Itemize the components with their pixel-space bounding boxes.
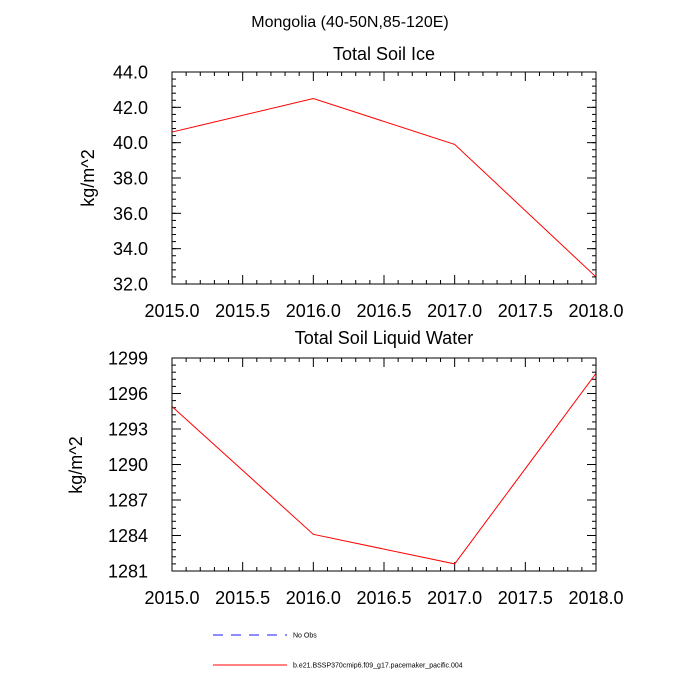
x-tick-label: 2016.0 [286,301,341,321]
x-tick-label: 2015.0 [144,588,199,608]
plot-frame-soil-liquid-water [171,357,597,572]
y-tick-label: 42.0 [113,98,148,118]
y-tick-label: 38.0 [113,169,148,189]
x-tick-label: 2016.5 [356,301,411,321]
series-line [171,373,597,565]
y-tick-label: 1287 [108,491,148,511]
x-tick-label: 2017.0 [427,588,482,608]
y-tick-label: 34.0 [113,239,148,259]
x-tick-label: 2017.5 [498,588,553,608]
legend: No Obs b.e21.BSSP370cmip6.f09_g17.pacema… [213,633,463,670]
y-tick-labels: 32.0 34.0 36.0 38.0 40.0 42.0 44.0 [113,63,148,295]
x-tick-label: 2016.5 [356,588,411,608]
panel-total-soil-liquid-water: Total Soil Liquid Water kg/m^2 2015.0 201… [66,328,624,608]
y-axis-label-soil-ice: kg/m^2 [78,149,98,206]
y-tick-label: 1284 [108,526,148,546]
plot-frame-soil-ice [171,71,597,285]
legend-label-no-obs: No Obs [293,633,317,640]
x-tick-labels: 2015.0 2015.5 2016.0 2016.5 2017.0 2017.5 2018… [144,588,623,608]
y-tick-label: 1299 [108,349,148,369]
x-tick-label: 2018.0 [568,588,623,608]
panel-title-soil-ice: Total Soil Ice [333,44,435,64]
y-tick-labels: 1281 1284 1287 1290 1293 1296 1299 [108,349,148,582]
x-tick-label: 2015.0 [144,301,199,321]
x-tick-label: 2017.0 [427,301,482,321]
y-tick-label: 1296 [108,384,148,404]
legend-label-model: b.e21.BSSP370cmip6.f09_g17.pacemaker_pac… [293,663,463,670]
series-line [171,97,597,278]
y-tick-label: 36.0 [113,204,148,224]
series-lines [171,97,597,278]
x-tick-labels: 2015.0 2015.5 2016.0 2016.5 2017.0 2017.5 2018… [144,301,623,321]
y-axis-label-soil-liquid-water: kg/m^2 [66,436,86,493]
tick-marks [171,357,597,572]
x-tick-label: 2016.0 [286,588,341,608]
tick-marks [171,71,597,285]
x-tick-label: 2015.5 [215,301,270,321]
y-tick-label: 1290 [108,455,148,475]
y-tick-label: 40.0 [113,133,148,153]
series-lines [171,373,597,565]
figure-suptitle: Mongolia (40-50N,85-120E) [251,14,448,31]
y-tick-label: 1293 [108,420,148,440]
x-tick-label: 2017.5 [498,301,553,321]
x-tick-label: 2015.5 [215,588,270,608]
y-tick-label: 32.0 [113,275,148,295]
panel-title-soil-liquid-water: Total Soil Liquid Water [295,328,473,348]
y-tick-label: 1281 [108,562,148,582]
x-tick-label: 2018.0 [568,301,623,321]
y-tick-label: 44.0 [113,63,148,83]
panel-total-soil-ice: Total Soil Ice kg/m^2 2015.0 2015.5 2016.0… [78,44,624,321]
